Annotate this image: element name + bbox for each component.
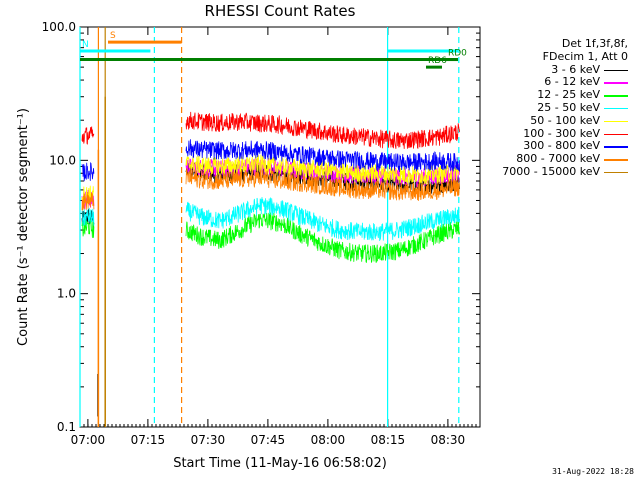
legend-entry: 12 - 25 keV [470, 88, 630, 102]
legend-label: 3 - 6 keV [551, 62, 600, 76]
legend-label: 12 - 25 keV [537, 88, 600, 102]
x-tick-label: 07:45 [251, 433, 286, 447]
y-tick-label: 10.0 [49, 153, 76, 167]
legend-swatch [604, 69, 628, 72]
series-lines [81, 96, 460, 427]
legend-entry: 7000 - 15000 keV [470, 164, 630, 179]
legend-label: 800 - 7000 keV [516, 152, 600, 166]
series-line [81, 139, 460, 182]
x-axis-label: Start Time (11-May-16 06:58:02) [173, 456, 387, 471]
legend: Det 1f,3f,8f, FDecim 1, Att 0 3 - 6 keV 6… [470, 37, 630, 179]
legend-swatch [604, 171, 628, 174]
legend-header-decimation: FDecim 1, Att 0 [542, 49, 628, 63]
legend-label: 25 - 50 keV [537, 100, 600, 114]
x-tick-label: 07:30 [191, 433, 226, 447]
chart-title: RHESSI Count Rates [205, 2, 356, 20]
legend-swatch [604, 159, 628, 161]
axis-ticks: 0.1 1.0 10.0 100.0 07:00 07:15 07:30 07:45 08:00… [42, 20, 481, 447]
plot-timestamp: 31-Aug-2022 18:28 [552, 467, 634, 476]
legend-label: 7000 - 15000 keV [502, 164, 600, 178]
y-axis-label: Count Rate (s⁻¹ detector segment⁻¹) [16, 108, 31, 346]
legend-label: 50 - 100 keV [530, 113, 600, 127]
annotation-label: N [82, 40, 89, 50]
annotation-label: S [110, 31, 116, 41]
series-line [81, 211, 460, 263]
x-tick-label: 08:00 [311, 433, 346, 447]
legend-swatch [604, 146, 628, 148]
x-tick-label: 07:00 [71, 433, 106, 447]
x-tick-label: 08:15 [371, 433, 406, 447]
legend-header-detectors: Det 1f,3f,8f, [561, 37, 628, 50]
legend-entry: 6 - 12 keV [470, 75, 630, 89]
legend-label: 6 - 12 keV [544, 75, 600, 89]
legend-swatch [604, 120, 628, 123]
legend-entry: 50 - 100 keV [470, 113, 630, 128]
legend-swatch [604, 82, 628, 84]
legend-swatch [604, 95, 628, 97]
x-tick-label: 07:15 [131, 433, 166, 447]
legend-label: 300 - 800 keV [523, 139, 600, 153]
annotation-label: RD6 [428, 56, 447, 66]
series-line [81, 197, 460, 242]
legend-swatch [604, 107, 628, 110]
series-line [81, 168, 460, 211]
legend-entry: 3 - 6 keV [470, 62, 630, 77]
legend-swatch [604, 133, 628, 136]
y-tick-label: 1.0 [57, 287, 76, 301]
legend-label: 100 - 300 keV [523, 126, 600, 140]
annotation-label: RD0 [448, 49, 467, 59]
legend-entry: 25 - 50 keV [470, 100, 630, 115]
legend-entry: 300 - 800 keV [470, 139, 630, 153]
y-tick-label: 100.0 [42, 20, 76, 34]
series-line [81, 111, 460, 149]
legend-entry: 800 - 7000 keV [470, 152, 630, 166]
legend-entry: 100 - 300 keV [470, 126, 630, 141]
x-tick-label: 08:30 [431, 433, 466, 447]
y-tick-label: 0.1 [57, 420, 76, 434]
